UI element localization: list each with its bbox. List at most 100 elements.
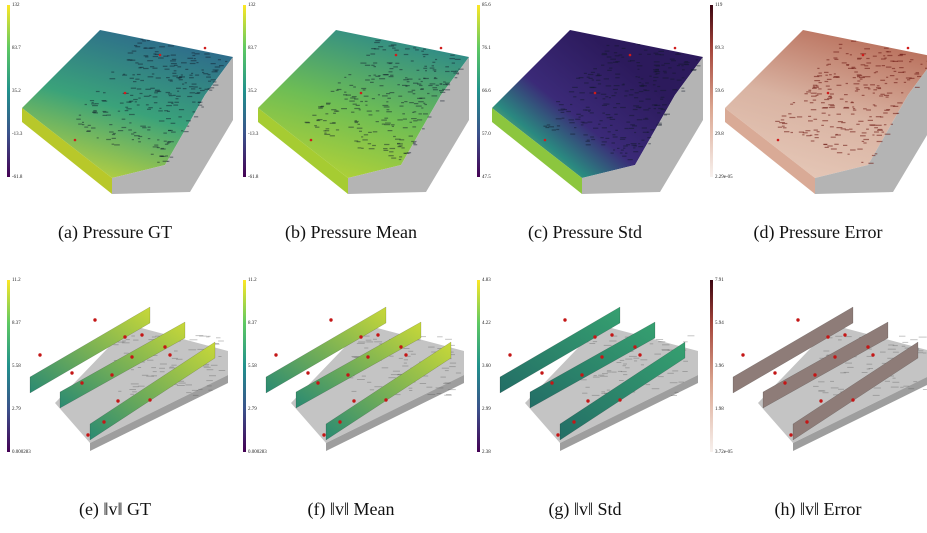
terrain-step	[812, 86, 816, 88]
terrain-step	[424, 103, 427, 106]
terrain-step	[853, 83, 860, 85]
slab-step	[866, 355, 874, 357]
terrain-step	[638, 146, 644, 148]
terrain-step	[201, 106, 204, 108]
slab-step	[379, 343, 383, 345]
terrain-step	[681, 77, 685, 79]
terrain-step	[606, 103, 610, 105]
terrain-step	[367, 143, 372, 145]
terrain-step	[440, 100, 445, 102]
slab-step	[403, 359, 408, 361]
colorbar-bar	[477, 5, 480, 177]
terrain-step	[598, 123, 601, 125]
sensor-point	[819, 399, 823, 403]
colorbar-label: 57.0	[482, 132, 491, 137]
terrain-step	[647, 137, 652, 139]
terrain-step	[383, 149, 389, 151]
terrain-step	[134, 135, 140, 137]
slab-step	[218, 370, 226, 371]
terrain-step	[189, 74, 193, 76]
terrain-step	[824, 98, 830, 101]
slab-step	[199, 335, 207, 337]
terrain-step	[417, 119, 423, 121]
terrain-step	[398, 145, 403, 147]
terrain-step	[162, 160, 168, 162]
slab-step	[188, 349, 197, 351]
terrain-step	[131, 139, 134, 141]
terrain-step	[142, 127, 147, 129]
terrain-step	[585, 109, 591, 111]
terrain-step	[615, 61, 620, 63]
terrain-step	[909, 77, 915, 79]
terrain-step	[208, 80, 212, 82]
terrain-step	[621, 84, 625, 86]
terrain-step	[813, 75, 820, 78]
terrain-step	[204, 53, 210, 55]
terrain-step	[809, 102, 814, 104]
terrain-step	[682, 69, 685, 71]
terrain-step	[670, 78, 675, 80]
terrain-step	[368, 114, 373, 116]
terrain-step	[627, 60, 632, 62]
terrain-step	[390, 74, 394, 76]
terrain-step	[385, 122, 391, 124]
terrain-step	[684, 61, 689, 63]
terrain-step	[455, 70, 459, 72]
sensor-point	[618, 398, 622, 402]
caption: (h) ‖v‖ Error	[774, 499, 861, 520]
terrain-step	[653, 61, 660, 63]
terrain-step	[187, 57, 193, 59]
terrain-step	[127, 52, 134, 54]
terrain-step	[421, 107, 424, 109]
terrain-side	[582, 57, 703, 194]
terrain-step	[170, 54, 176, 56]
terrain-step	[861, 161, 864, 163]
terrain-step	[214, 66, 221, 68]
terrain-step	[304, 121, 310, 123]
terrain-step	[790, 103, 794, 105]
terrain-step	[844, 106, 849, 109]
terrain-step	[653, 76, 659, 78]
terrain-step	[614, 92, 617, 94]
slab-step	[130, 393, 134, 395]
terrain-step	[695, 59, 698, 61]
sensor-point	[563, 318, 567, 322]
terrain-step	[828, 114, 831, 116]
slab-step	[601, 391, 605, 393]
terrain-step	[584, 82, 589, 84]
terrain-step	[620, 149, 624, 151]
terrain-step	[147, 138, 151, 140]
slab-step	[822, 392, 829, 394]
terrain-step	[621, 56, 625, 58]
terrain-step	[852, 109, 857, 111]
slab-step	[392, 370, 400, 372]
terrain-step	[383, 148, 388, 150]
terrain-step	[189, 77, 194, 79]
slab-step	[176, 358, 183, 360]
terrain-step	[886, 76, 889, 78]
terrain-step	[423, 113, 428, 115]
sensor-point	[741, 353, 745, 357]
terrain-step	[836, 127, 843, 129]
terrain-step	[412, 111, 415, 113]
terrain-step	[590, 71, 595, 73]
slab-step	[872, 394, 880, 396]
terrain-step	[810, 140, 815, 142]
terrain-step	[200, 89, 205, 92]
terrain-step	[391, 157, 397, 159]
terrain-step	[150, 66, 155, 68]
terrain-step	[653, 52, 659, 54]
terrain-step	[600, 137, 604, 139]
terrain-step	[609, 67, 613, 69]
terrain-step	[570, 133, 576, 135]
terrain-step	[613, 107, 617, 109]
slab-step	[619, 359, 625, 361]
sensor-point	[158, 53, 162, 57]
terrain-step	[163, 132, 167, 134]
terrain-step	[166, 142, 170, 144]
terrain-step	[354, 107, 361, 110]
terrain-step	[386, 109, 390, 111]
terrain-step	[649, 75, 652, 77]
terrain-step	[412, 142, 415, 144]
